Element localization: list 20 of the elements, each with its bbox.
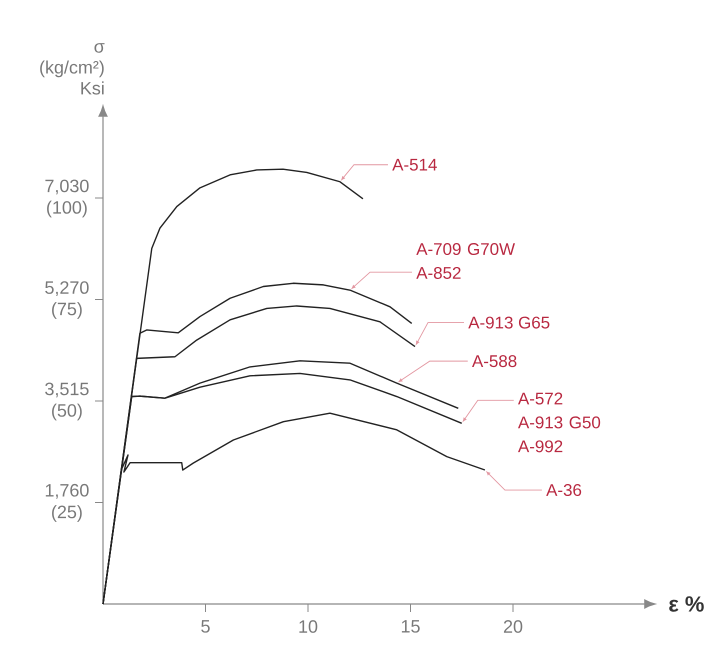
y2-tick-label: 3,515: [45, 382, 89, 398]
y-tick-label: (100): [47, 200, 87, 218]
x-tick-label: 10: [299, 620, 318, 633]
y-tick-label: (50): [52, 404, 82, 420]
text: A-588: [472, 355, 516, 368]
y2-tick-label: 5,270: [45, 281, 89, 296]
y-tick-label: (25): [52, 505, 82, 522]
y2-axis-title: σ (kg/cm²) Ksi: [40, 43, 105, 95]
x-axis-title: ε %: [669, 596, 704, 612]
text: A-913 G65: [468, 316, 550, 329]
text: A-572 A-913 G50 A-992: [518, 392, 600, 452]
text: A-709 G70W A-852: [416, 243, 515, 279]
text: A-514: [392, 158, 437, 171]
y2-tick-label: 7,030: [45, 180, 89, 194]
x-tick-label: 5: [201, 620, 210, 633]
y-tick-label: (75): [52, 302, 82, 319]
y2-tick-label: 1,760: [46, 484, 89, 499]
x-tick-label: 15: [402, 620, 420, 633]
x-tick-label: 20: [504, 620, 522, 633]
text: A-36: [546, 484, 582, 496]
